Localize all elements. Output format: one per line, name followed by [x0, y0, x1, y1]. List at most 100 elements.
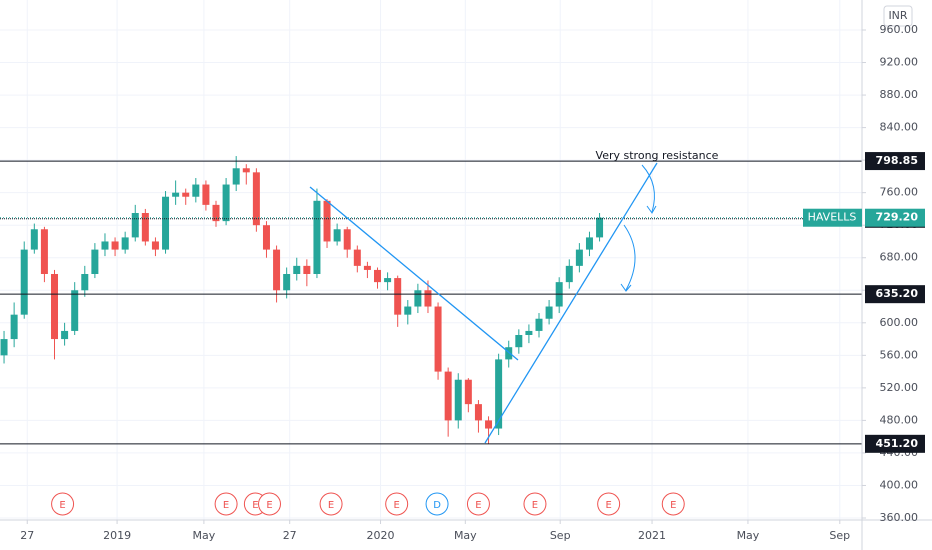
price-lines	[0, 160, 862, 445]
candle-body	[232, 168, 240, 185]
event-label: E	[605, 500, 611, 511]
candle-body	[333, 229, 341, 242]
event-label: E	[532, 500, 538, 511]
candle-body	[394, 278, 402, 315]
event-marker[interactable]	[385, 492, 409, 516]
price-label: 451.20	[876, 437, 919, 450]
candle-body	[565, 265, 573, 283]
candle-body	[212, 204, 220, 222]
x-tick-label: May	[193, 529, 216, 542]
event-marker[interactable]	[51, 492, 75, 516]
event-marker[interactable]	[425, 492, 449, 516]
x-tick-label: 27	[20, 529, 34, 542]
candle-body	[252, 172, 260, 226]
candle-body	[585, 237, 593, 250]
y-tick-label: 680.00	[880, 251, 919, 264]
annotation: Very strong resistance	[596, 149, 719, 162]
candle-body	[0, 339, 8, 356]
candle-body	[262, 225, 270, 250]
x-tick-label: 2020	[367, 529, 395, 542]
event-marker[interactable]	[597, 492, 621, 516]
candle-body	[474, 404, 482, 421]
x-tick-label: May	[454, 529, 477, 542]
event-label: E	[475, 500, 481, 511]
last-price-box	[865, 208, 925, 227]
y-tick-label: 520.00	[880, 381, 919, 394]
price-label-box	[865, 285, 925, 304]
candle-body	[20, 249, 28, 315]
event-label: E	[394, 500, 400, 511]
price-label-box	[865, 152, 925, 171]
event-marker[interactable]	[466, 492, 490, 516]
candle-body	[596, 217, 604, 238]
arrow-head	[646, 205, 657, 214]
candle-body	[101, 241, 109, 250]
candle-body	[343, 229, 351, 250]
symbol-box	[803, 208, 862, 227]
candle-body	[121, 237, 129, 250]
arrow-head	[620, 283, 632, 292]
currency-box[interactable]	[883, 5, 913, 27]
event-label: E	[670, 500, 676, 511]
x-tick-label: May	[737, 529, 760, 542]
candle-body	[30, 229, 38, 250]
event-label: E	[223, 500, 229, 511]
candle-body	[515, 335, 523, 348]
y-tick-label: 560.00	[880, 348, 919, 361]
candle-body	[444, 371, 452, 421]
event-label: E	[266, 500, 272, 511]
event-marker[interactable]	[258, 492, 282, 516]
y-tick-label: 480.00	[880, 413, 919, 426]
candle-body	[505, 347, 513, 360]
event-label: E	[328, 500, 334, 511]
candle-body	[81, 274, 89, 291]
candle-body	[535, 318, 543, 331]
candle-body	[303, 265, 311, 274]
candle-body	[141, 213, 149, 242]
event-label: E	[252, 500, 258, 511]
event-label: E	[59, 500, 65, 511]
candle-body	[91, 249, 99, 274]
trend-line	[484, 162, 658, 444]
candle-body	[404, 306, 412, 315]
y-tick-label: 600.00	[880, 316, 919, 329]
candle-body	[10, 314, 18, 340]
event-marker[interactable]	[214, 492, 238, 516]
symbol-label: HAVELLS	[808, 211, 857, 224]
y-tick-label: 840.00	[880, 121, 919, 134]
candle-body	[434, 306, 442, 372]
y-tick-label: 960.00	[880, 23, 919, 36]
candle-body	[575, 249, 583, 266]
candle-body	[242, 168, 250, 173]
candle-body	[323, 200, 331, 242]
grid	[0, 0, 862, 520]
candle-body	[151, 241, 159, 250]
candle-body	[353, 249, 361, 266]
candle-body	[414, 290, 422, 307]
candle-body	[222, 184, 230, 222]
y-tick-label: 920.00	[880, 56, 919, 69]
currency: INR	[888, 9, 907, 22]
candle-body	[495, 359, 503, 429]
last-price-label: 729.20	[876, 211, 919, 224]
candle-body	[61, 330, 69, 340]
candle-body	[374, 269, 382, 283]
axes: 360.00400.00440.00480.00520.00560.00600.…	[20, 23, 925, 542]
candle-body	[192, 184, 200, 197]
price-label-box	[865, 434, 925, 453]
y-tick-label: 400.00	[880, 478, 919, 491]
candle-body	[313, 200, 321, 274]
candle-body	[363, 265, 371, 270]
event-marker[interactable]	[319, 492, 343, 516]
candle-body	[51, 274, 59, 340]
candle-body	[202, 184, 210, 205]
event-marker[interactable]	[523, 492, 547, 516]
candle-body	[384, 278, 392, 283]
x-tick-label: 27	[283, 529, 297, 542]
y-tick-label: 760.00	[880, 186, 919, 199]
candle-body	[40, 229, 48, 274]
candle-body	[464, 379, 472, 405]
event-marker[interactable]	[661, 492, 685, 516]
